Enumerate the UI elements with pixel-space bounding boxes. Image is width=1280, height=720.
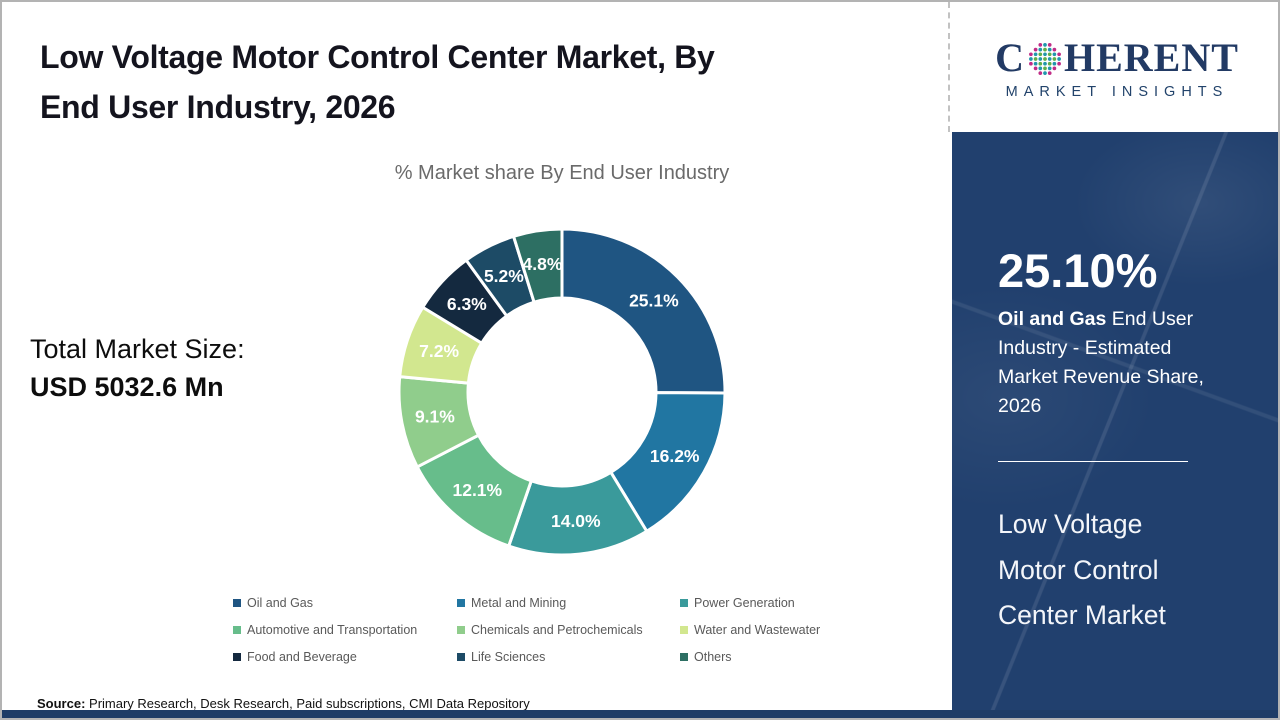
total-market-label: Total Market Size: [30,334,245,364]
slice-value-label: 6.3% [447,294,487,314]
logo-tagline: MARKET INSIGHTS [1005,84,1229,100]
slice-value-label: 5.2% [484,266,524,286]
slice-value-label: 14.0% [551,511,601,531]
chart-legend: Oil and Gas Metal and Mining Power Generat… [233,596,875,664]
slice-value-label: 12.1% [452,480,502,500]
slice-value-label: 9.1% [415,407,455,427]
bottom-accent-bar [2,710,1278,718]
legend-swatch-icon [233,626,241,634]
highlight-stat-value: 25.10% [998,244,1158,297]
legend-item: Life Sciences [457,650,680,664]
legend-item: Others [680,650,875,664]
legend-label: Automotive and Transportation [247,623,418,637]
legend-swatch-icon [680,626,688,634]
legend-label: Oil and Gas [247,596,314,610]
legend-item: Metal and Mining [457,596,680,610]
legend-item: Automotive and Transportation [233,623,457,637]
slice-value-label: 4.8% [523,254,563,274]
total-market-size: Total Market Size: USD 5032.6 Mn [30,330,245,406]
slice-value-label: 7.2% [419,341,459,361]
total-market-value: USD 5032.6 Mn [30,372,224,402]
sidebar: C HERENT MARKET INSIGHTS 25.10% Oil and … [952,2,1278,718]
legend-swatch-icon [680,653,688,661]
page-title-line2: End User Industry, 2026 [40,89,396,125]
page-title: Low Voltage Motor Control Center Market,… [40,32,920,132]
legend-item: Power Generation [680,596,875,610]
legend-swatch-icon [233,653,241,661]
market-name-line2: Motor Control [998,554,1159,585]
source-text: Primary Research, Desk Research, Paid su… [85,696,530,711]
company-logo: C HERENT MARKET INSIGHTS [952,2,1278,132]
legend-label: Water and Wastewater [694,623,821,637]
legend-swatch-icon [457,626,465,634]
donut-slice [511,227,564,305]
page-title-line1: Low Voltage Motor Control Center Market,… [40,39,715,75]
legend-item: Water and Wastewater [680,623,875,637]
logo-wordmark: C HERENT [995,34,1239,81]
legend-label: Life Sciences [471,650,546,664]
legend-swatch-icon [233,599,241,607]
coherent-globe-icon [1029,42,1061,75]
legend-label: Others [694,650,732,664]
slice-value-label: 16.2% [650,446,700,466]
logo-letters-herent: HERENT [1063,35,1239,80]
source-label: Source: [37,696,86,711]
slice-value-label: 25.1% [629,291,679,311]
legend-label: Chemicals and Petrochemicals [471,623,643,637]
legend-swatch-icon [680,599,688,607]
legend-swatch-icon [457,599,465,607]
donut-chart-svg: 25.1% 16.2% 14.0% 12.1% 9.1% 7.2% 6.3% 5.2%4.8% [397,227,727,557]
dashed-separator [948,2,950,132]
chart-subtitle: % Market share By End User Industry [394,162,730,184]
legend-item: Chemicals and Petrochemicals [457,623,680,637]
legend-swatch-icon [457,653,465,661]
donut-slice [560,227,727,395]
stat-desc-rest: End User Industry - Estimated Market Rev… [998,308,1204,417]
market-name-line3: Center Market [998,600,1166,630]
legend-label: Power Generation [694,596,795,610]
legend-label: Food and Beverage [247,650,357,664]
sidebar-divider [998,461,1188,462]
donut-chart: 25.1% 16.2% 14.0% 12.1% 9.1% 7.2% 6.3% 5.2% 4.8% [382,212,742,572]
legend-label: Metal and Mining [471,596,567,610]
stat-desc-bold: Oil and Gas [998,308,1107,330]
source-line: Source: Primary Research, Desk Research,… [37,696,530,711]
sidebar-body: 25.10% Oil and Gas End User Industry - E… [952,132,1278,718]
market-name: Low Voltage Motor Control Center Market [998,502,1278,639]
market-name-line1: Low Voltage [998,509,1143,539]
legend-item: Food and Beverage [233,650,457,664]
logo-letter-c: C [995,35,1025,80]
legend-item: Oil and Gas [233,596,457,610]
highlight-stat-description: Oil and Gas End User Industry - Estimate… [998,305,1216,421]
